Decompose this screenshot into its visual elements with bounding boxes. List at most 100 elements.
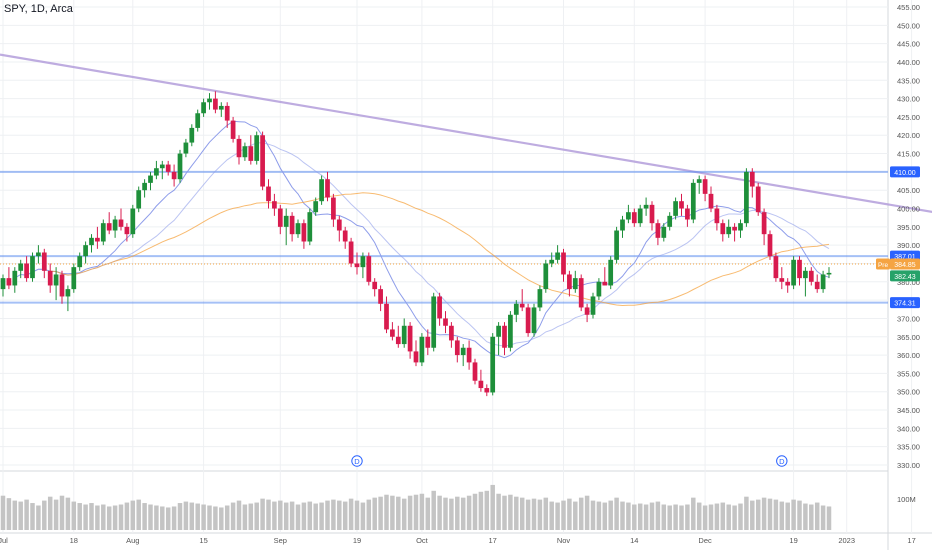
- candle-body: [519, 303, 525, 308]
- candle-body: [631, 212, 637, 224]
- volume-bar: [283, 502, 289, 530]
- volume-bar: [230, 502, 236, 530]
- volume-bar: [348, 498, 354, 530]
- candle-up: [508, 311, 513, 352]
- candle-down: [702, 175, 708, 202]
- candle-body: [431, 296, 437, 348]
- candle-body: [502, 325, 507, 348]
- candle-body: [260, 135, 265, 187]
- volume-bar: [278, 500, 283, 530]
- candle-body: [348, 241, 354, 264]
- price-tick-label: 455.00: [897, 3, 920, 12]
- volume-bar: [820, 505, 826, 530]
- candle-body: [525, 307, 531, 334]
- candle-body: [567, 274, 572, 290]
- candle-down: [502, 322, 507, 356]
- candle-body: [53, 274, 59, 286]
- volume-bar: [761, 497, 767, 530]
- candle-body: [0, 278, 6, 290]
- last-price-label: 382.43: [894, 274, 916, 281]
- volume-bar: [691, 497, 696, 530]
- volume-bar: [201, 504, 206, 530]
- candle-body: [112, 219, 118, 231]
- candle-down: [124, 223, 130, 242]
- candle-body: [295, 223, 301, 235]
- candle-up: [826, 267, 832, 279]
- candle-body: [277, 208, 283, 227]
- candle-body: [773, 256, 779, 279]
- pre-price-box: [890, 258, 920, 270]
- candle-body: [148, 175, 153, 183]
- time-tick-label: 2023: [838, 536, 855, 545]
- candle-down: [331, 193, 336, 227]
- candle-up: [319, 175, 324, 205]
- candle-down: [165, 160, 171, 176]
- candle-down: [213, 91, 218, 114]
- volume-bar: [578, 497, 584, 530]
- volume-bar: [331, 499, 336, 530]
- candle-down: [236, 135, 242, 165]
- pre-price-label: 384.85: [894, 262, 916, 269]
- volume-bar: [726, 504, 731, 530]
- dividend-marker-label: D: [779, 457, 785, 466]
- candle-up: [531, 303, 537, 337]
- volume-bar: [36, 505, 41, 530]
- candle-down: [342, 226, 348, 249]
- volume-bar: [419, 493, 425, 530]
- candle-body: [454, 340, 460, 356]
- candle-up: [614, 226, 619, 264]
- pre-tag-box: [876, 258, 890, 270]
- dividend-marker-icon[interactable]: [776, 455, 788, 467]
- candle-body: [537, 289, 543, 308]
- price-tick-label: 430.00: [897, 95, 920, 104]
- volume-bar: [142, 503, 147, 530]
- candle-body: [508, 314, 513, 348]
- candle-body: [266, 186, 271, 202]
- candle-down: [390, 322, 395, 341]
- price-tick-label: 415.00: [897, 150, 920, 159]
- volume-bar: [301, 502, 307, 530]
- volume-bar: [661, 504, 667, 530]
- candle-up: [130, 204, 136, 238]
- candle-down: [655, 219, 661, 246]
- candle-body: [702, 179, 708, 194]
- candle-body: [83, 245, 88, 257]
- volume-bar: [342, 501, 348, 530]
- price-tick-label: 370.00: [897, 314, 920, 323]
- candle-body: [6, 278, 12, 286]
- candle-down: [277, 204, 283, 235]
- dividend-marker-icon[interactable]: [351, 455, 363, 467]
- candle-body: [407, 325, 413, 352]
- candle-down: [584, 303, 590, 323]
- candle-up: [207, 93, 212, 110]
- volume-bar: [378, 496, 383, 530]
- candle-up: [242, 142, 248, 161]
- level-label: 387.01: [894, 254, 916, 261]
- candle-up: [142, 179, 147, 198]
- volume-bar: [584, 495, 590, 530]
- candle-down: [230, 116, 236, 143]
- candle-down: [685, 204, 690, 227]
- volume-axis-label: 100M: [897, 495, 916, 504]
- volume-bar: [514, 496, 519, 530]
- candle-body: [531, 307, 537, 334]
- candle-up: [283, 208, 289, 246]
- volume-bar: [307, 501, 313, 530]
- volume-bar: [24, 499, 29, 530]
- candle-body: [390, 329, 395, 337]
- candle-body: [289, 215, 295, 235]
- volume-bar: [466, 495, 472, 530]
- candle-body: [720, 223, 726, 235]
- volume-bar: [596, 501, 602, 530]
- candle-down: [47, 263, 53, 293]
- volume-bar: [643, 504, 649, 530]
- candle-down: [478, 369, 484, 392]
- candle-up: [496, 322, 501, 356]
- candle-down: [24, 256, 29, 282]
- candle-body: [95, 237, 100, 242]
- candle-body: [12, 270, 18, 286]
- candle-up: [543, 259, 549, 293]
- volume-bar: [696, 502, 702, 530]
